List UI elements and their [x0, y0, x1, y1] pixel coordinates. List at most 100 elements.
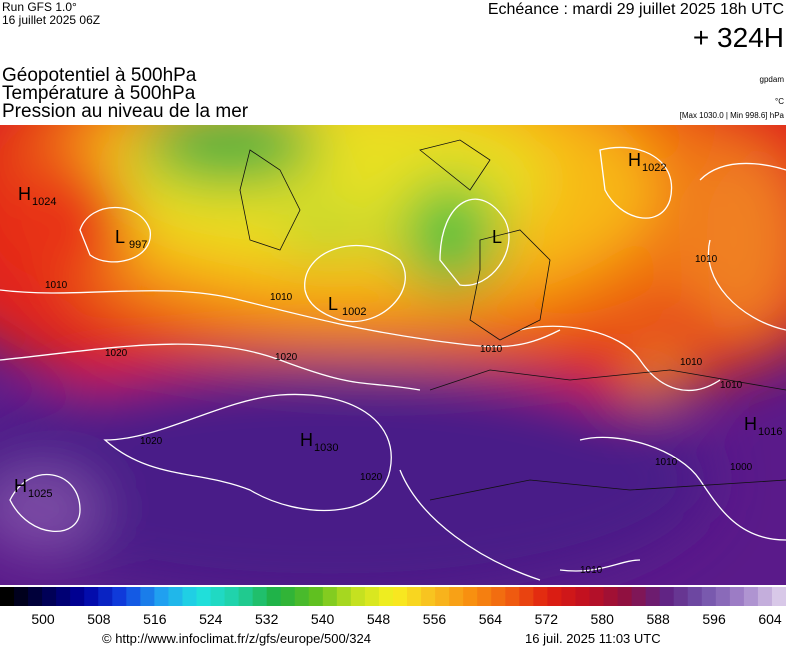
colorbar-swatch [182, 587, 197, 606]
colorbar-swatch [56, 587, 71, 606]
run-label: Run GFS 1.0° [2, 0, 77, 14]
colorbar-swatch [463, 587, 478, 606]
map-title: Géopotentiel à 500hPa [2, 65, 197, 86]
colorbar-label: 516 [143, 611, 167, 627]
colorbar-swatch [308, 587, 324, 606]
center-letter: L [115, 227, 125, 247]
isobar-label: 1010 [720, 380, 743, 391]
colorbar-swatch [659, 587, 675, 606]
colorbar-swatch [393, 587, 408, 606]
unit-geopotential: gpdam [760, 75, 785, 84]
colorbar-swatch [126, 587, 141, 606]
footer-url: © http://www.infoclimat.fr/z/gfs/europe/… [102, 631, 371, 646]
isobar-label: 1000 [730, 462, 753, 473]
colorbar-swatch [196, 587, 212, 606]
colorbar-swatch [98, 587, 113, 606]
colorbar-label: 588 [646, 611, 670, 627]
colorbar-label: 508 [87, 611, 111, 627]
unit-pressure: [Max 1030.0 | Min 998.6] hPa [680, 111, 785, 120]
center-value: 1016 [758, 426, 782, 438]
center-letter: H [300, 430, 313, 450]
colorbar-swatch [238, 587, 254, 606]
isobar-label: 1010 [45, 280, 68, 291]
center-value: 1025 [28, 488, 52, 500]
colorbar-swatch [547, 587, 562, 606]
colorbar-swatch [729, 587, 745, 606]
colorbar-swatch [771, 587, 786, 606]
colorbar-swatch [575, 587, 590, 606]
isobar-label: 1010 [270, 292, 293, 303]
isobar-label: 1010 [655, 457, 678, 468]
isobar-label: 1020 [140, 436, 163, 447]
center-letter: H [628, 150, 641, 170]
unit-temperature: °C [775, 97, 784, 106]
isobar-label: 1010 [680, 357, 703, 368]
center-letter: L [328, 294, 338, 314]
map-title: Température à 500hPa [2, 83, 196, 104]
colorbar-swatch [266, 587, 282, 606]
colorbar-swatch [505, 587, 520, 606]
isobar-label: 1010 [480, 344, 503, 355]
isobar-label: 1020 [360, 472, 383, 483]
run-date: 16 juillet 2025 06Z [2, 13, 100, 27]
colorbar-swatch [280, 587, 296, 606]
footer-generated: 16 juil. 2025 11:03 UTC [525, 631, 661, 646]
colorbar-label: 596 [702, 611, 726, 627]
colorbar-swatch [645, 587, 661, 606]
center-value: 1002 [342, 306, 366, 318]
isobar-label: 1010 [580, 565, 603, 576]
colorbar-swatch [210, 587, 226, 606]
colorbar-swatch [322, 587, 338, 606]
map-title: Pression au niveau de la mer [2, 101, 249, 122]
colorbar-swatch [140, 587, 155, 606]
colorbar-swatch [603, 587, 619, 606]
colorbar-swatch [757, 587, 773, 606]
colorbar-swatch [14, 587, 29, 606]
colorbar-swatch [533, 587, 548, 606]
colorbar-swatch [715, 587, 731, 606]
isobar-label: 1020 [275, 352, 298, 363]
colorbar-swatch [364, 587, 380, 606]
center-value: 997 [129, 239, 147, 251]
center-letter: H [18, 184, 31, 204]
isobar-label: 1010 [695, 254, 718, 265]
colorbar-swatch [421, 587, 436, 606]
colorbar-label: 532 [255, 611, 279, 627]
colorbar-swatch [378, 587, 394, 606]
colorbar-label: 556 [423, 611, 447, 627]
center-letter: H [744, 414, 757, 434]
colorbar-label: 564 [479, 611, 503, 627]
colorbar-swatch [336, 587, 352, 606]
colorbar-swatch [407, 587, 422, 606]
colorbar-swatch [519, 587, 534, 606]
colorbar-swatch [224, 587, 240, 606]
colorbar-label: 572 [535, 611, 559, 627]
colorbar-label: 500 [31, 611, 55, 627]
colorbar-swatch [0, 587, 15, 606]
colorbar-swatch [70, 587, 85, 606]
colorbar-swatch [701, 587, 717, 606]
colorbar-swatch [112, 587, 127, 606]
colorbar-swatch [477, 587, 492, 606]
isobar-label: 1020 [105, 348, 128, 359]
colorbar-swatch [687, 587, 703, 606]
colorbar: 500 508 516 524 532 540 548 556 564 572 580 588 596 6… [0, 587, 786, 627]
valid-time: Echéance : mardi 29 juillet 2025 18h UTC [488, 1, 784, 18]
center-letter: L [492, 227, 502, 247]
colorbar-swatch [84, 587, 99, 606]
colorbar-swatch [491, 587, 506, 606]
center-letter: H [14, 476, 27, 496]
colorbar-swatch [589, 587, 605, 606]
colorbar-swatch [28, 587, 43, 606]
colorbar-swatch [617, 587, 633, 606]
lead-time: + 324H [693, 22, 784, 53]
colorbar-swatch [350, 587, 366, 606]
center-value: 1030 [314, 442, 338, 454]
colorbar-swatch [449, 587, 464, 606]
colorbar-label: 540 [311, 611, 335, 627]
colorbar-label: 548 [367, 611, 391, 627]
colorbar-swatch [561, 587, 576, 606]
center-value: 1022 [642, 162, 666, 174]
colorbar-swatch [154, 587, 169, 606]
